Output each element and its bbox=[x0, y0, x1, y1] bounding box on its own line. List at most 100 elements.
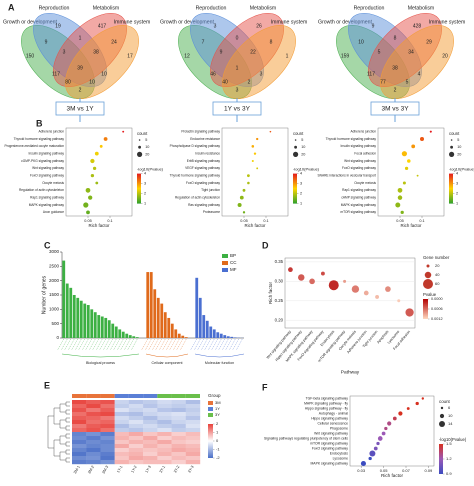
heatmap-cell bbox=[114, 408, 130, 413]
venn-count: 5 bbox=[406, 79, 409, 85]
size-legend-dot bbox=[137, 151, 143, 157]
heatmap-cell bbox=[86, 412, 101, 417]
venn-count: 4 bbox=[418, 71, 421, 77]
dot bbox=[397, 195, 403, 200]
comparison-label: 3M vs 1Y bbox=[66, 106, 94, 113]
plot-frame bbox=[377, 127, 445, 217]
category-tick-line bbox=[103, 338, 110, 351]
venn-count: 29 bbox=[426, 39, 432, 45]
venn-count: 20 bbox=[442, 53, 448, 59]
category-tick-line bbox=[64, 338, 71, 351]
bar bbox=[118, 329, 122, 338]
category-tick-line bbox=[61, 338, 68, 351]
heatmap-cell bbox=[143, 416, 158, 421]
size-legend-label: 5 bbox=[145, 138, 147, 142]
legend-label: MF bbox=[230, 267, 237, 272]
heatmap-cell bbox=[114, 456, 130, 461]
heatmap-cell bbox=[171, 408, 186, 413]
size-legend-label: 40 bbox=[435, 272, 440, 277]
legend-label: BP bbox=[230, 253, 236, 258]
pathway-label: Regulation of actin cytoskeleton bbox=[19, 188, 64, 192]
group-bracket bbox=[145, 353, 189, 358]
heatmap-cell bbox=[185, 440, 201, 445]
color-legend-label: 1 bbox=[300, 202, 302, 206]
venn-count: 8 bbox=[394, 35, 397, 41]
heatmap-cell bbox=[100, 452, 115, 457]
pathway-label: Thyroid hormone signaling pathway bbox=[326, 137, 377, 141]
color-bar bbox=[423, 299, 428, 319]
dot bbox=[256, 167, 259, 170]
color-legend-title: Pvalue bbox=[423, 292, 437, 297]
dot bbox=[86, 210, 90, 215]
heatmap-cell bbox=[171, 432, 186, 437]
venn-count: 428 bbox=[413, 23, 422, 29]
venn-set-label: Metabolism bbox=[250, 5, 277, 11]
y-tick-label: 500 bbox=[51, 321, 59, 326]
size-legend-dot bbox=[439, 413, 445, 419]
heatmap-cell bbox=[86, 444, 101, 449]
heatmap-cell bbox=[100, 404, 115, 409]
group-bar bbox=[185, 394, 200, 398]
bar bbox=[202, 315, 206, 338]
x-tick-label: 0.05 bbox=[396, 219, 403, 223]
venn-count: 40 bbox=[222, 79, 228, 85]
heatmap-cell bbox=[157, 412, 172, 417]
heatmap-cell bbox=[86, 448, 101, 453]
pathway-label: MAPK signaling pathway bbox=[341, 203, 377, 207]
heatmap-cell bbox=[157, 432, 172, 437]
bar bbox=[156, 297, 160, 338]
x-tick-label: 0.1 bbox=[107, 219, 112, 223]
column-label: 1Y-1 bbox=[116, 465, 123, 474]
pathway-label: Tight junction bbox=[201, 188, 220, 192]
heatmap-cell bbox=[72, 444, 87, 449]
dendrogram bbox=[47, 401, 70, 463]
dot bbox=[377, 436, 383, 441]
dot bbox=[402, 181, 406, 185]
venn-count: 1 bbox=[79, 35, 82, 41]
heatmap-cell bbox=[185, 436, 201, 441]
group-bar bbox=[114, 394, 129, 398]
heatmap-cell bbox=[157, 456, 172, 461]
venn-count: 159 bbox=[341, 53, 350, 59]
dot bbox=[242, 211, 246, 214]
dot bbox=[416, 174, 419, 177]
dot bbox=[90, 158, 95, 164]
color-legend-label: 0.0012 bbox=[431, 317, 443, 321]
heatmap-cell bbox=[185, 420, 201, 425]
plot-frame bbox=[349, 395, 435, 467]
heatmap-cell bbox=[72, 416, 87, 421]
category-tick-line bbox=[106, 338, 113, 351]
heatmap-cell bbox=[185, 448, 201, 453]
heatmap-cell bbox=[143, 452, 158, 457]
size-legend-title: count bbox=[293, 131, 304, 136]
heatmap-cell bbox=[128, 412, 144, 417]
heatmap-cell bbox=[100, 456, 115, 461]
column-label: 1Y-2 bbox=[130, 465, 137, 474]
heatmap-cell bbox=[171, 444, 186, 449]
size-legend-dot bbox=[294, 139, 297, 141]
size-legend-dot bbox=[293, 151, 299, 157]
heatmap-cell bbox=[157, 440, 172, 445]
color-legend-label: 4 bbox=[144, 172, 146, 176]
bubble bbox=[343, 279, 347, 283]
bar bbox=[97, 315, 101, 338]
heatmap-cell bbox=[128, 436, 144, 441]
legend-swatch bbox=[222, 254, 228, 258]
category-tick-line bbox=[166, 338, 173, 351]
venn-count: 3 bbox=[214, 23, 217, 29]
venn-set-label: Immune system bbox=[114, 19, 151, 25]
bar bbox=[69, 287, 73, 338]
heatmap-cell bbox=[157, 408, 172, 413]
color-legend-label: 4 bbox=[300, 172, 302, 176]
color-legend-label: 2 bbox=[300, 192, 302, 196]
size-legend-dot bbox=[450, 145, 453, 149]
category-tick-line bbox=[113, 338, 120, 351]
category-tick-line bbox=[110, 338, 117, 351]
heatmap-cell bbox=[72, 428, 87, 433]
size-legend-dot bbox=[138, 145, 142, 149]
heatmap-cell bbox=[86, 428, 101, 433]
pathway-label: Phospholipase D signaling pathway bbox=[170, 144, 221, 148]
category-tick-line bbox=[225, 338, 232, 351]
bubble bbox=[385, 286, 391, 292]
pathway-label: Wnt signaling pathway bbox=[344, 159, 376, 163]
